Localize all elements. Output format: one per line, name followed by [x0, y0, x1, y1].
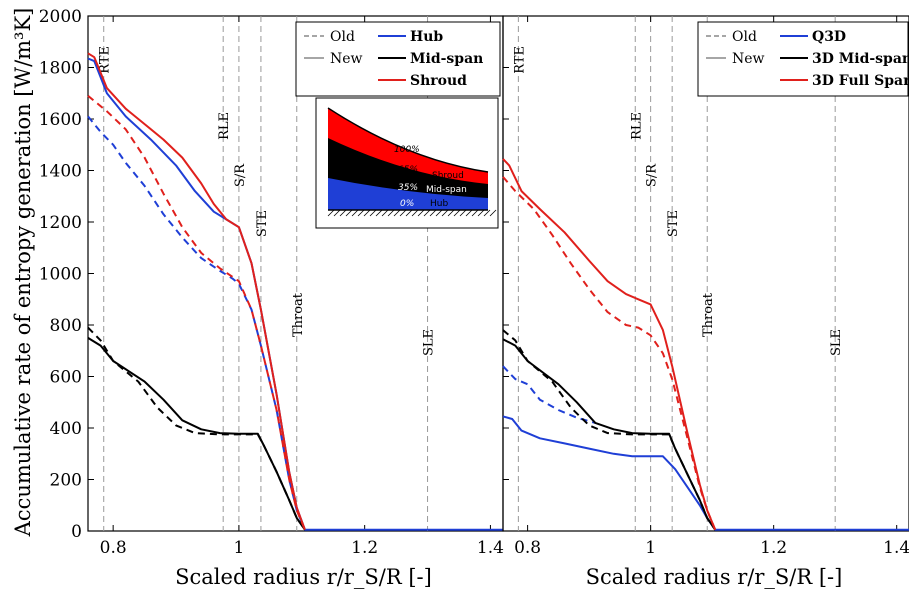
y-tick-label: 1800 — [39, 59, 82, 79]
marker-label-s-r: S/R — [233, 163, 248, 187]
x-axis-label: Scaled radius r/r_S/R [-] — [586, 565, 843, 589]
inset-level-2: 35% — [398, 183, 418, 193]
legend-style-label-new: New — [330, 51, 363, 67]
legend-style-label-old: Old — [732, 29, 757, 45]
x-tick-label: 1 — [233, 538, 244, 558]
inset-hatch — [447, 209, 455, 217]
y-tick-label: 200 — [50, 471, 82, 491]
inset-hatch — [411, 209, 419, 217]
marker-label-s-r: S/R — [645, 163, 660, 187]
marker-label-sle: SLE — [422, 329, 437, 356]
y-tick-label: 1200 — [39, 213, 82, 233]
series-line-mid-span-old — [87, 326, 306, 531]
y-tick-label: 800 — [50, 316, 82, 336]
inset-hatch — [489, 209, 497, 217]
inset-hub-region — [328, 178, 488, 210]
inset-hatch — [453, 209, 461, 217]
inset-hatch — [405, 209, 413, 217]
y-tick-label: 0 — [71, 522, 82, 542]
x-tick-label: 1.4 — [883, 538, 909, 558]
inset-label-hub: Hub — [430, 199, 448, 209]
series-line-3d-mid-span-old — [502, 329, 717, 531]
y-axis-label: Accumulative rate of entropy generation … — [11, 8, 35, 538]
legend-label-q3d: Q3D — [812, 29, 846, 45]
inset-hatch — [333, 209, 341, 217]
series-line-3d-full-span-new — [502, 158, 717, 531]
inset-label-shroud: Shroud — [432, 171, 464, 181]
marker-label-rle: RLE — [217, 112, 232, 140]
inset-level-3: 0% — [400, 199, 414, 209]
inset-hatch — [327, 209, 335, 217]
inset-hatch — [399, 209, 407, 217]
series-line-shroud-old — [87, 95, 306, 531]
x-tick-label: 1.2 — [351, 538, 378, 558]
x-tick-label: 1.4 — [477, 538, 504, 558]
inset-hatch — [471, 209, 479, 217]
x-tick-label: 0.8 — [100, 538, 127, 558]
right-chart: RTE RLE S/R STE Throat SLE 0.8 1 1.2 1.4 Scaled ra… — [502, 15, 909, 589]
x-tick-label: 1 — [645, 538, 656, 558]
legend-label-shroud: Shroud — [410, 73, 467, 89]
marker-label-ste: STE — [255, 210, 270, 237]
inset-hatch — [339, 209, 347, 217]
inset-hatch — [369, 209, 377, 217]
marker-label-rte: RTE — [512, 46, 527, 74]
y-tick-label: 400 — [50, 419, 82, 439]
series-line-shroud-new — [87, 52, 306, 531]
series-line-q3d-old — [502, 365, 596, 424]
inset-hatch — [387, 209, 395, 217]
inset-hatch — [381, 209, 389, 217]
inset-hatch — [375, 209, 383, 217]
x-tick-label: 0.8 — [514, 538, 541, 558]
marker-label-rte: RTE — [98, 46, 113, 74]
inset-hatch — [459, 209, 467, 217]
inset-hatch — [357, 209, 365, 217]
inset-level-0: 100% — [394, 145, 420, 155]
marker-label-ste: STE — [666, 210, 681, 237]
left-chart: RTE RLE S/R STE Throat SLE 0.8 1 1.2 1.4 0 200 400 60… — [39, 7, 504, 589]
inset-hatch — [351, 209, 359, 217]
marker-label-rle: RLE — [629, 112, 644, 140]
legend-label-hub: Hub — [410, 29, 443, 45]
inset-hatch — [345, 209, 353, 217]
marker-label-throat: Throat — [701, 292, 716, 337]
inset-hatch — [465, 209, 473, 217]
inset-hatch — [417, 209, 425, 217]
y-tick-label: 1000 — [39, 265, 82, 285]
series-line-hub-old — [87, 115, 306, 531]
x-axis-label: Scaled radius r/r_S/R [-] — [175, 565, 432, 589]
inset-label-mid-span: Mid-span — [426, 185, 467, 195]
legend-label-3d-mid-span: 3D Mid-span — [812, 51, 909, 67]
inset-level-1: 65% — [398, 165, 418, 175]
y-tick-label: 600 — [50, 368, 82, 388]
inset-hatch — [477, 209, 485, 217]
series-line-3d-full-span-old — [502, 176, 717, 531]
legend: Old New Q3D 3D Mid-span 3D Full Span — [697, 21, 909, 97]
legend-style-label-new: New — [732, 51, 765, 67]
inset-hatch — [393, 209, 401, 217]
marker-label-throat: Throat — [291, 292, 306, 337]
legend-style-label-old: Old — [330, 29, 355, 45]
legend-label-3d-full-span: 3D Full Span — [812, 73, 909, 89]
x-tick-label: 1.2 — [760, 538, 787, 558]
inset-shroud-curve — [327, 107, 489, 173]
inset-schematic: 100% 65% 35% 0% Shroud Mid-span Hub — [315, 97, 499, 229]
marker-label-sle: SLE — [829, 329, 844, 356]
inset-hatch — [423, 209, 431, 217]
y-tick-label: 1400 — [39, 162, 82, 182]
legend: Old New Hub Mid-span Shroud — [295, 21, 501, 97]
legend-label-mid-span: Mid-span — [410, 51, 483, 67]
inset-hatch — [483, 209, 491, 217]
inset-hatch — [363, 209, 371, 217]
y-tick-label: 2000 — [39, 7, 82, 27]
inset-hatch — [441, 209, 449, 217]
y-tick-label: 1600 — [39, 110, 82, 130]
inset-hatch — [429, 209, 437, 217]
inset-hatch — [435, 209, 443, 217]
